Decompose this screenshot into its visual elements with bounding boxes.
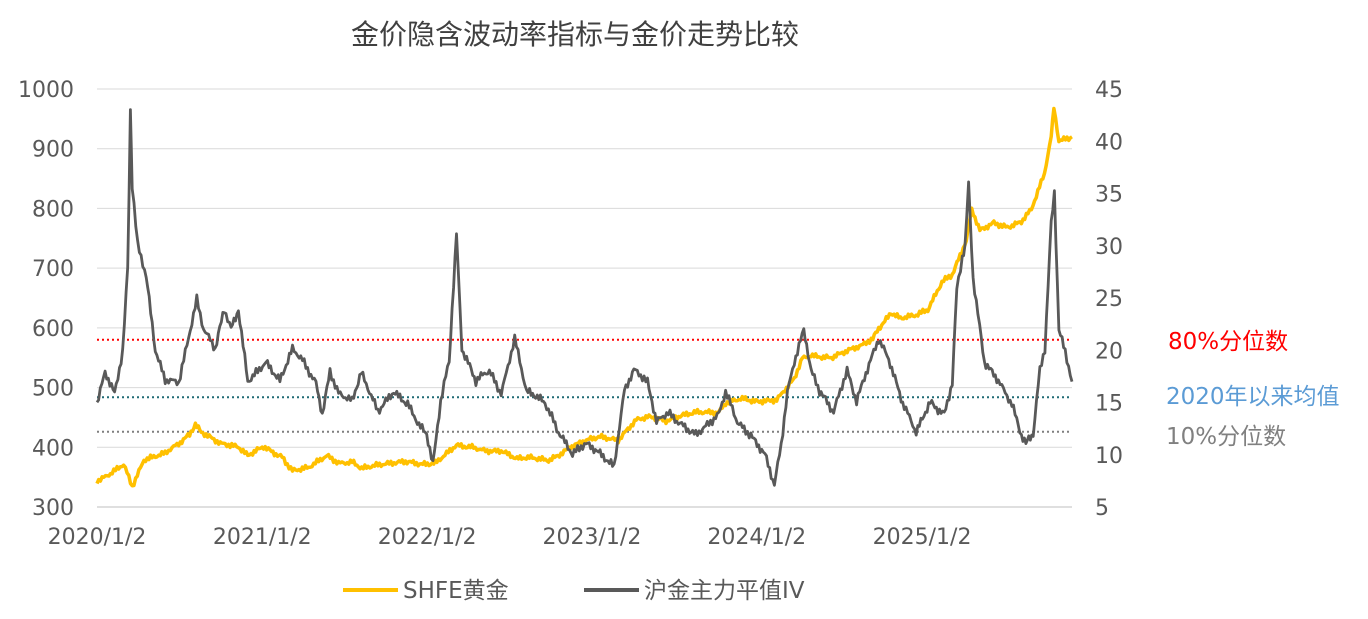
- left-tick-label: 1000: [18, 78, 74, 103]
- chart-title: 金价隐含波动率指标与金价走势比较: [351, 18, 799, 51]
- right-tick-label: 5: [1095, 496, 1109, 521]
- left-tick-label: 800: [32, 197, 74, 222]
- x-tick-label: 2023/1/2: [543, 525, 642, 550]
- left-tick-label: 300: [32, 496, 74, 521]
- right-tick-label: 25: [1095, 287, 1123, 312]
- right-tick-label: 10: [1095, 444, 1123, 469]
- right-tick-label: 20: [1095, 339, 1123, 364]
- right-tick-label: 35: [1095, 183, 1123, 208]
- right-tick-label: 15: [1095, 392, 1123, 417]
- reference-label: 2020年以来均值: [1166, 384, 1340, 410]
- left-tick-label: 500: [32, 377, 74, 402]
- right-tick-label: 40: [1095, 130, 1123, 155]
- reference-lines: [97, 338, 1072, 433]
- series-line: [95, 108, 1074, 487]
- reference-label: 10%分位数: [1166, 424, 1286, 450]
- reference-label: 80%分位数: [1168, 329, 1288, 355]
- x-tick-label: 2020/1/2: [48, 525, 147, 550]
- legend: SHFE黄金 沪金主力平值IV: [343, 578, 805, 604]
- legend-label: SHFE黄金: [403, 578, 509, 604]
- right-tick-label: 30: [1095, 235, 1123, 260]
- legend-label: 沪金主力平值IV: [644, 578, 805, 604]
- left-tick-label: 900: [32, 138, 74, 163]
- series-line: [95, 106, 1073, 488]
- x-axis: 2020/1/2 2021/1/2 2022/1/2 2023/1/2 2024/1/2…: [48, 525, 972, 550]
- right-axis: 5 10 15 20 25 30 35 40 45: [1095, 78, 1123, 521]
- x-tick-label: 2021/1/2: [213, 525, 312, 550]
- x-tick-label: 2022/1/2: [378, 525, 477, 550]
- grid-lines: [97, 88, 1072, 448]
- series-layer: [95, 106, 1074, 488]
- reference-labels: 80%分位数 2020年以来均值 10%分位数: [1166, 329, 1340, 450]
- left-tick-label: 700: [32, 257, 74, 282]
- x-tick-label: 2025/1/2: [873, 525, 972, 550]
- left-tick-label: 400: [32, 436, 74, 461]
- x-tick-label: 2024/1/2: [707, 525, 806, 550]
- right-tick-label: 45: [1095, 78, 1123, 103]
- left-tick-label: 600: [32, 317, 74, 342]
- left-axis: 300 400 500 600 700 800 900 1000: [18, 78, 74, 521]
